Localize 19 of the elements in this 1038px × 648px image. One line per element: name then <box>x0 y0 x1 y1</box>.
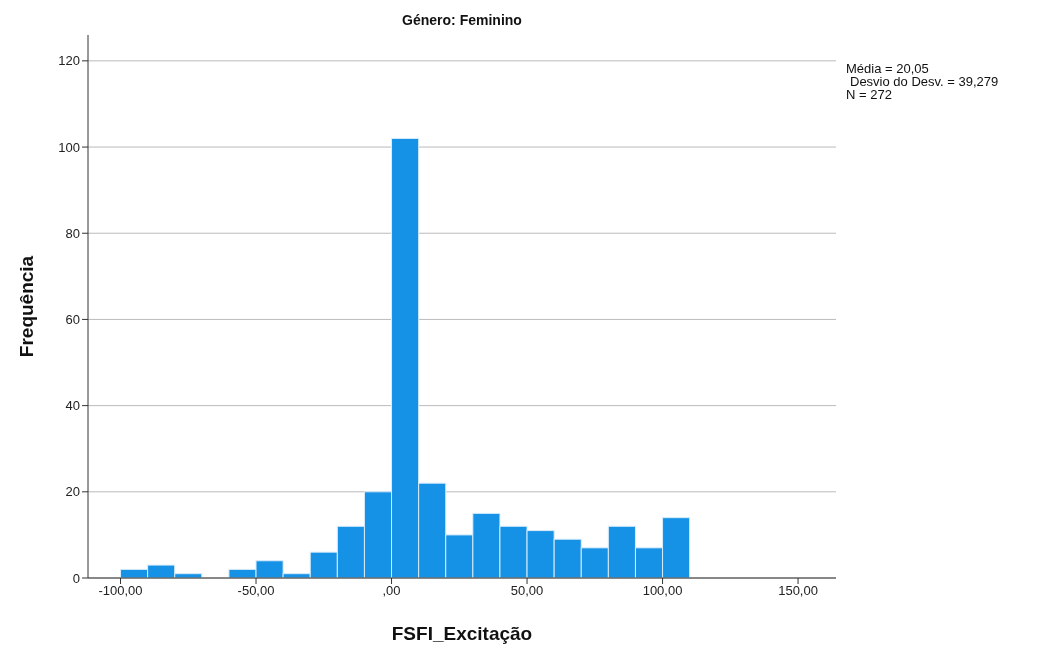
text: Média = 20,05 <box>846 61 930 76</box>
y-axis-title: Frequência <box>15 255 37 358</box>
x-tick-label: -100,00 <box>98 583 143 599</box>
y-tick-label: 100 <box>58 139 80 155</box>
y-tick-label: 40 <box>65 398 80 414</box>
x-tick-label: -50,00 <box>237 583 275 599</box>
y-tick-label: 20 <box>65 484 80 500</box>
x-axis-title: FSFI_Excitação <box>391 623 533 644</box>
x-tick-label: 150,00 <box>778 583 818 599</box>
x-tick-label: 50,00 <box>510 583 544 599</box>
y-tick-label: 60 <box>65 312 80 328</box>
y-tick-label: 0 <box>72 570 80 586</box>
x-tick-label: 100,00 <box>642 583 683 599</box>
text: Desvio do Desv. = 39,279 <box>849 74 999 89</box>
text: N = 272 <box>846 87 893 102</box>
y-tick-label: 80 <box>65 225 80 241</box>
y-tick-label: 120 <box>58 53 80 69</box>
chart-title: Género: Feminino <box>401 12 523 28</box>
x-tick-label: ,00 <box>382 583 401 599</box>
